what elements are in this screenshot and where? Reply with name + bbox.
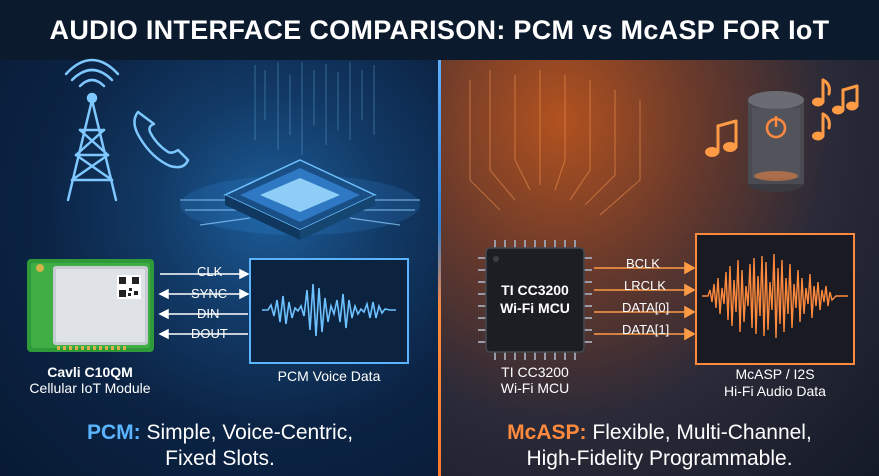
music-note-icon	[705, 78, 859, 157]
signal-label-lrclk: LRCLK	[624, 278, 666, 293]
mcasp-caption-line2: High-Fidelity Programmable.	[526, 447, 793, 470]
page-title: AUDIO INTERFACE COMPARISON: PCM vs McASP…	[49, 14, 830, 45]
chip-text-line2: Wi-Fi MCU	[500, 300, 570, 316]
chip-text-line1: TI CC3200	[501, 282, 569, 298]
module-subtitle: Cellular IoT Module	[29, 380, 151, 396]
title-bar: AUDIO INTERFACE COMPARISON: PCM vs McASP…	[0, 0, 879, 60]
signal-label-sync: SYNC	[191, 286, 228, 301]
ti-cc3200-chip	[478, 240, 592, 360]
dout-arrow	[158, 328, 248, 340]
panel-divider	[438, 60, 441, 476]
pcm-keyword: PCM:	[86, 421, 141, 444]
pcm-waveform-label: PCM Voice Data	[277, 368, 381, 384]
data0-arrow	[594, 305, 696, 319]
signal-label-dout: DOUT	[191, 326, 228, 341]
smart-speaker-icon	[748, 91, 804, 192]
mcasp-caption-line1: McASP: Flexible, Multi-Channel,	[440, 420, 879, 445]
pcm-waveform	[262, 283, 396, 337]
pcm-caption-line1: PCM: Simple, Voice-Centric,	[0, 420, 440, 445]
chip-icon	[180, 159, 420, 240]
lrclk-arrow	[594, 283, 696, 297]
phone-icon	[133, 110, 190, 169]
cavli-module	[27, 259, 154, 352]
pcm-caption-text: Simple, Voice-Centric,	[146, 421, 354, 444]
data1-arrow	[594, 327, 696, 341]
mcasp-keyword: McASP:	[507, 421, 587, 444]
signal-label-data0: DATA[0]	[622, 300, 670, 315]
cell-tower-icon	[64, 58, 120, 202]
signal-label-clk: CLK	[197, 264, 223, 279]
signal-label-bclk: BCLK	[626, 256, 660, 271]
data-stream-lines	[254, 62, 375, 155]
din-arrow	[158, 308, 248, 320]
clk-arrow	[160, 268, 250, 280]
mcasp-waveform-label-line1: McASP / I2S	[735, 366, 815, 382]
signal-label-din: DIN	[197, 306, 220, 321]
mcasp-waveform	[702, 253, 848, 339]
pcm-caption-line2: Fixed Slots.	[165, 447, 275, 470]
mcasp-waveform-label-line2: Hi-Fi Audio Data	[724, 383, 826, 399]
chip-label-line2: Wi-Fi MCU	[500, 380, 570, 396]
sync-arrow	[158, 288, 250, 300]
bclk-arrow	[594, 261, 696, 275]
module-name: Cavli C10QM	[47, 364, 133, 380]
circuit-traces	[469, 70, 641, 216]
signal-label-data1: DATA[1]	[622, 322, 670, 337]
mcasp-caption-text: Flexible, Multi-Channel,	[592, 421, 812, 444]
qr-code	[117, 275, 141, 299]
chip-label-line1: TI CC3200	[501, 364, 569, 380]
